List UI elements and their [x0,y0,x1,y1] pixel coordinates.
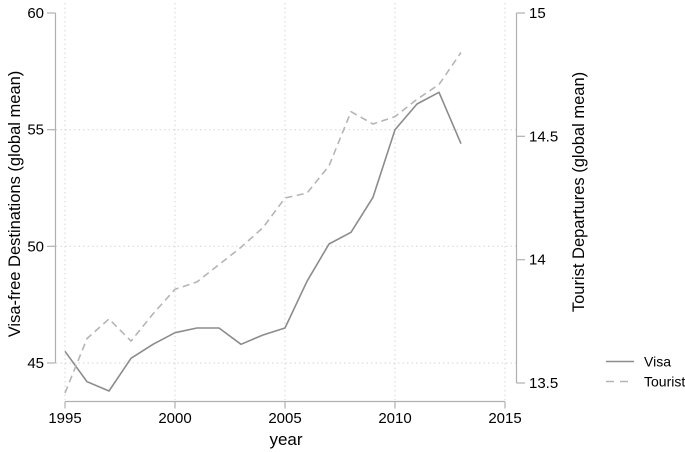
legend: Visa Tourist [606,354,685,390]
right-axis-title: Tourist Departures (global mean) [570,72,588,312]
axes: 45 50 55 60 13.5 14 14.5 15 1995 2000 2005 2010 2015 [27,5,558,427]
right-tick-label-13.5: 13.5 [529,375,558,392]
tourist-line [64,52,462,394]
left-axis-title: Visa-free Destinations (global mean) [6,71,24,338]
visa-line [64,91,462,392]
right-tick-label-14: 14 [529,252,546,269]
left-tick-label-45: 45 [27,355,44,372]
legend-visa-label: Visa [644,354,671,370]
left-tick-label-60: 60 [27,5,44,22]
x-tick-label-2000: 2000 [158,410,191,427]
x-tick-label-2015: 2015 [488,410,521,427]
left-tick-label-55: 55 [27,122,44,139]
legend-tourist-label: Tourist [644,374,685,390]
x-tick-label-1995: 1995 [48,410,81,427]
series [64,52,462,394]
x-tick-label-2010: 2010 [378,410,411,427]
x-axis-title: year [269,430,302,449]
right-tick-label-14.5: 14.5 [529,128,558,145]
right-tick-label-15: 15 [529,5,546,22]
x-tick-label-2005: 2005 [268,410,301,427]
gridlines [56,3,516,400]
left-tick-label-50: 50 [27,238,44,255]
